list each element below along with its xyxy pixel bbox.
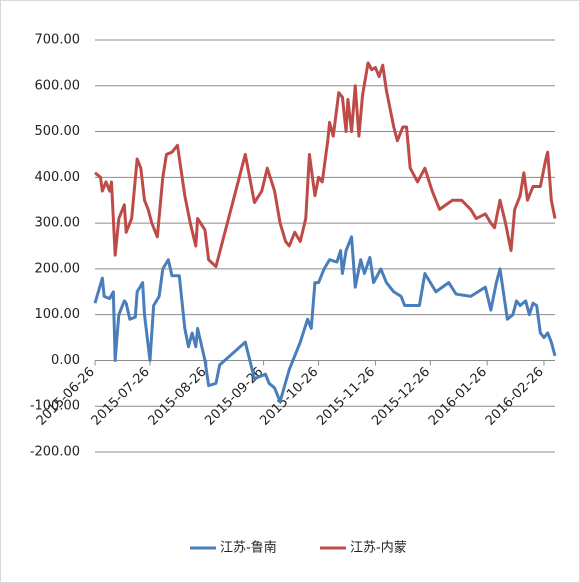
y-tick-label: 700.00 (35, 33, 81, 48)
legend-label: 江苏-内蒙 (350, 540, 407, 556)
y-tick-label: 0.00 (51, 353, 80, 368)
y-tick-label: 500.00 (35, 124, 81, 139)
y-tick-label: 100.00 (35, 307, 81, 322)
y-tick-label: -100.00 (30, 399, 80, 414)
y-tick-label: -200.00 (30, 445, 80, 460)
y-tick-label: 300.00 (35, 216, 81, 231)
y-tick-label: 200.00 (35, 261, 81, 276)
y-tick-label: 600.00 (35, 78, 81, 93)
y-tick-label: 400.00 (35, 170, 81, 185)
series-line (93, 235, 557, 404)
series-line (94, 61, 557, 269)
legend-label: 江苏-鲁南 (220, 540, 277, 556)
